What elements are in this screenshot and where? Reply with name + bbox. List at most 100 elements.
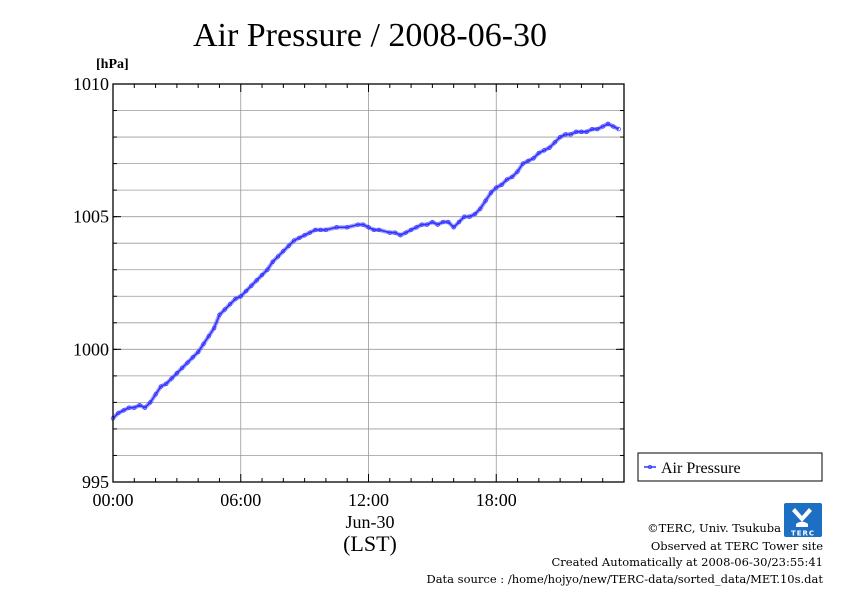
data-point [148,400,153,405]
data-point [584,129,589,134]
data-point [275,254,281,259]
water-drop-icon [792,508,812,522]
data-point [392,230,398,235]
data-point [116,410,121,416]
y-axis-unit-label: [hPa] [96,57,129,72]
data-point [185,360,190,365]
data-point [249,283,254,288]
observed-text: Observed at TERC Tower site [651,539,823,553]
data-point [611,124,616,129]
data-point [286,243,291,249]
y-tick-label: 1000 [73,339,109,359]
data-point [515,169,520,174]
data-point [557,134,563,140]
data-point [451,225,456,230]
data-point [302,233,307,238]
data-point [414,225,419,230]
data-point [440,219,446,225]
data-point [217,312,222,317]
data-point [542,148,547,153]
data-point [616,126,621,132]
data-point [520,161,526,166]
grid-lines [113,84,624,482]
data-point [589,126,595,132]
data-point [403,230,408,235]
copyright-text: ©TERC, Univ. Tsukuba [647,521,781,535]
data-point [419,222,424,227]
terc-logo: TERC [784,503,822,538]
data-point [243,288,249,294]
data-point [605,121,611,126]
data-point [531,156,536,161]
wave-icon [796,521,808,527]
legend-marker [648,464,653,469]
data-point [536,150,541,156]
data-point [334,225,339,230]
data-point [190,355,195,360]
data-point [462,214,467,219]
axes [112,83,625,483]
data-point [233,296,238,302]
data-point [600,124,605,129]
data-point [387,230,392,235]
y-tick-label: 995 [82,472,109,492]
data-point [467,214,472,219]
chart-title: Air Pressure / 2008-06-30 [193,17,547,54]
data-point [206,333,211,339]
plot-frame [112,83,625,483]
data-point [579,129,584,134]
data-point [227,302,233,307]
x-axis-date-label: Jun-30 [346,512,395,532]
data-point [552,140,557,145]
data-point [376,227,382,233]
data-point [563,132,568,137]
data-point [478,206,483,211]
data-point [153,392,158,397]
x-tick-label: 18:00 [476,490,517,510]
data-point [265,267,270,272]
data-point [494,185,499,190]
data-point [488,190,494,195]
data-point [456,219,462,225]
y-tick-label: 1005 [73,207,109,227]
data-point [355,222,361,227]
data-point [318,227,323,233]
legend: Air Pressure [637,452,823,482]
x-tick-label: 00:00 [92,490,133,510]
data-point [121,408,126,413]
data-point [472,211,478,217]
data-point [573,129,579,134]
data-point [408,227,414,233]
data-point [568,132,573,137]
data-point [174,371,180,376]
data-point [547,145,552,150]
data-point [435,222,440,227]
data-point [158,384,164,389]
data-point [323,227,329,233]
data-point [259,272,265,278]
data-point [526,158,531,164]
data-point [254,278,259,283]
data-point [201,341,206,347]
data-point [211,325,217,331]
data-point [398,233,403,238]
data-point [196,349,201,355]
data-point [132,405,137,410]
data-point [307,230,313,235]
data-point [126,405,132,410]
data-point [222,307,227,312]
data-point [430,219,435,225]
created-text: Created Automatically at 2008-06-30/23:5… [552,555,824,569]
data-point [164,381,169,386]
legend-box [637,452,823,482]
data-point [169,376,174,381]
legend-label: Air Pressure [661,460,741,477]
data-point [446,219,451,225]
data-point [595,126,600,132]
data-point [499,182,504,187]
data-source-text: Data source : /home/hojyo/new/TERC-data/… [426,572,823,586]
logo-text: TERC [791,530,815,538]
data-point [483,198,488,203]
data-point [291,238,297,243]
